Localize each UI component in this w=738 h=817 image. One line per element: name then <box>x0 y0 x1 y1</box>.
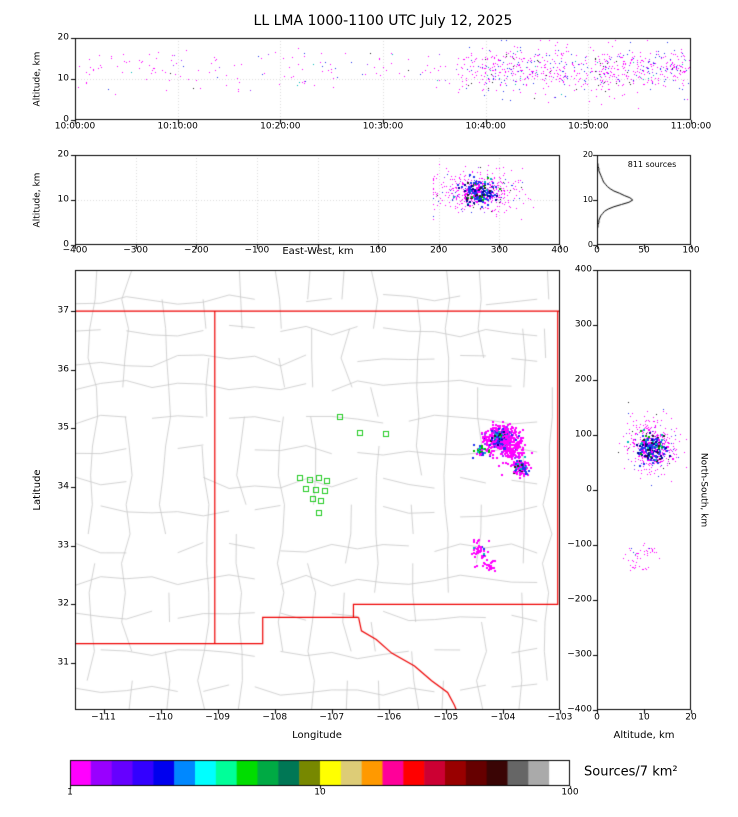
tick-label: −107 <box>319 712 345 723</box>
tick-label: 300 <box>490 245 508 256</box>
tick-label: −110 <box>148 712 173 723</box>
tick-label: 0 <box>586 484 592 495</box>
tick-label: −105 <box>433 712 459 723</box>
tick-label: 34 <box>57 481 69 492</box>
tick-label: 32 <box>57 598 69 609</box>
tick-label: 10:20:00 <box>260 121 301 132</box>
tick-label: 100 <box>574 429 592 440</box>
y-axis-label-map: Latitude <box>32 469 43 511</box>
colorbar-label: Sources/7 km² <box>584 764 678 780</box>
tick-label: 20 <box>57 149 69 160</box>
tick-label: −106 <box>376 712 402 723</box>
tick-label: 20 <box>57 32 69 43</box>
tick-label: 50 <box>638 245 650 256</box>
tick-label: 400 <box>574 264 592 275</box>
tick-label: −300 <box>567 649 592 660</box>
tick-label: −100 <box>567 539 592 550</box>
y-axis-label-ew-height: Altitude, km <box>32 172 43 228</box>
tick-label: −100 <box>244 245 270 256</box>
tick-label: 20 <box>685 712 697 723</box>
tick-label: 0 <box>63 114 69 125</box>
tick-label: 10 <box>638 712 650 723</box>
tick-label: 0 <box>594 712 600 723</box>
tick-label: −111 <box>91 712 116 723</box>
x-axis-label-ns-height: Altitude, km <box>613 730 675 741</box>
tick-label: 400 <box>551 245 569 256</box>
tick-label: 20 <box>582 150 593 159</box>
tick-label: 1 <box>67 787 73 798</box>
tick-label: −200 <box>183 245 209 256</box>
tick-label: 31 <box>57 657 69 668</box>
y-axis-label-ns-height: North-South, km <box>698 452 709 528</box>
tick-label: 200 <box>430 245 448 256</box>
tick-label: 0 <box>587 240 593 249</box>
tick-label: −400 <box>567 704 592 715</box>
tick-label: 300 <box>574 319 592 330</box>
histogram-annotation: 811 sources <box>627 160 677 169</box>
tick-label: 10:40:00 <box>465 121 506 132</box>
tick-label: 100 <box>682 245 700 256</box>
tick-label: −103 <box>547 712 573 723</box>
y-axis-label-time-height: Altitude, km <box>32 51 43 107</box>
tick-label: −108 <box>262 712 288 723</box>
tick-label: 10 <box>57 194 69 205</box>
tick-label: 0 <box>594 245 600 256</box>
tick-label: 100 <box>561 787 579 798</box>
tick-label: 10 <box>582 195 593 204</box>
tick-label: 37 <box>57 305 69 316</box>
tick-label: 35 <box>57 422 69 433</box>
tick-label: 10:10:00 <box>157 121 198 132</box>
tick-label: 10:30:00 <box>362 121 404 132</box>
tick-label: −300 <box>123 245 148 256</box>
tick-label: 10:00:00 <box>54 121 96 132</box>
tick-label: 33 <box>57 540 69 551</box>
tick-label: 10 <box>57 73 69 84</box>
tick-label: −200 <box>567 594 592 605</box>
x-axis-label-map: Longitude <box>292 730 342 741</box>
tick-label: −109 <box>205 712 231 723</box>
tick-label: 10:50:00 <box>568 121 609 132</box>
tick-label: 0 <box>63 239 69 250</box>
tick-label: −400 <box>62 245 88 256</box>
tick-label: −104 <box>490 712 516 723</box>
tick-label: 200 <box>574 374 592 385</box>
tick-label: 100 <box>369 245 387 256</box>
tick-label: 11:00:00 <box>670 121 712 132</box>
tick-label: 10 <box>314 787 326 798</box>
x-axis-label-ew-height: East-West, km <box>282 246 354 257</box>
plot-title: LL LMA 1000-1100 UTC July 12, 2025 <box>253 13 513 29</box>
tick-label: 36 <box>57 364 69 375</box>
